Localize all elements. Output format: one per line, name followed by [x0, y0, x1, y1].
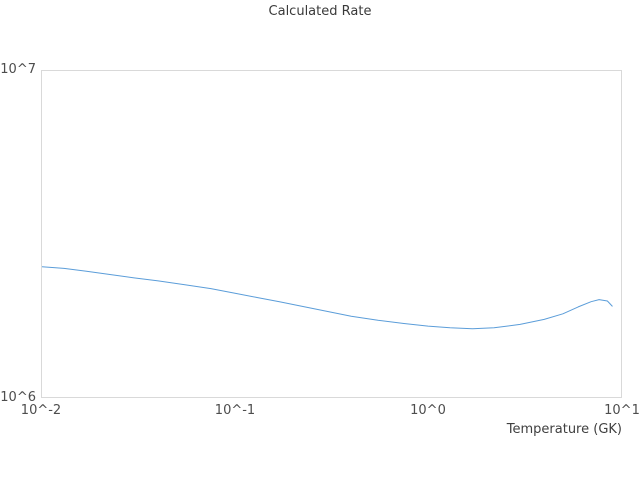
y-axis-tick-1e7: 10^7 [0, 62, 36, 77]
rate-line-svg [42, 266, 613, 330]
x-axis-tick-1e1: 10^1 [604, 403, 640, 418]
y-axis-tick-1e6: 10^6 [0, 390, 36, 405]
chart-title: Calculated Rate [268, 4, 372, 19]
rate-line [42, 266, 613, 330]
x-axis-tick-1e-1: 10^-1 [214, 403, 256, 418]
x-axis-tick-1e0: 10^0 [410, 403, 446, 418]
x-axis-tick-1e-2: 10^-2 [20, 403, 62, 418]
x-axis-title: Temperature (GK) [506, 422, 622, 437]
plot-area [41, 70, 622, 398]
